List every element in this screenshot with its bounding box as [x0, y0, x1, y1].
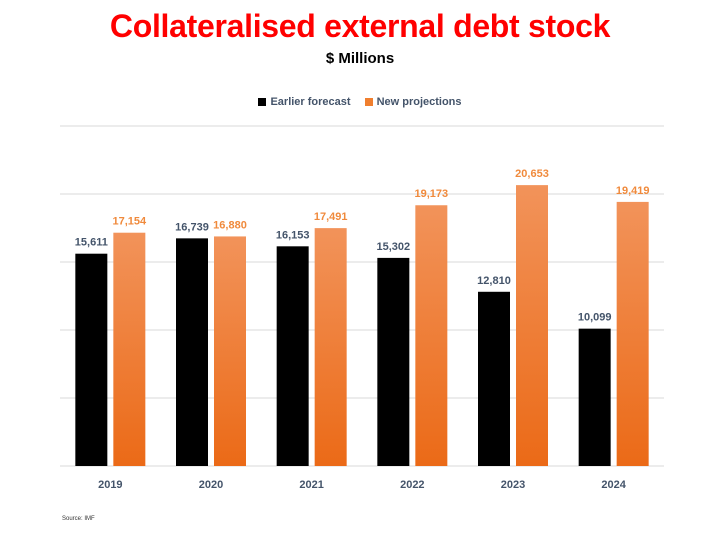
data-label-earlier-2023: 12,810 — [477, 275, 511, 287]
bar-earlier-2019 — [75, 253, 108, 466]
x-tick-label-2020: 2020 — [199, 479, 223, 491]
legend-item-earlier: Earlier forecast — [258, 96, 351, 108]
x-tick-label-2019: 2019 — [98, 479, 122, 491]
x-tick-label-2024: 2024 — [601, 479, 626, 491]
data-label-earlier-2020: 16,739 — [175, 221, 209, 233]
data-label-earlier-2022: 15,302 — [377, 241, 411, 253]
data-label-earlier-2019: 15,611 — [75, 237, 108, 249]
legend-label-new: New projections — [376, 96, 462, 108]
data-label-earlier-2024: 10,099 — [578, 312, 612, 324]
legend-swatch-new — [364, 98, 373, 106]
bar-earlier-2021 — [276, 246, 309, 466]
chart-subtitle: $ Millions — [325, 50, 395, 67]
data-label-new-2020: 16,880 — [213, 219, 247, 231]
bar-new-2022 — [415, 205, 448, 466]
data-labels: 15,611 17,154 16,739 16,880 16,153 17,491 15,3… — [75, 168, 650, 324]
legend-label-earlier: Earlier forecast — [270, 96, 351, 108]
data-label-earlier-2021: 16,153 — [276, 229, 310, 241]
source-note: Source: IMF — [62, 516, 95, 522]
data-label-new-2021: 17,491 — [314, 211, 348, 223]
data-label-new-2019: 17,154 — [113, 216, 148, 228]
bar-new-2023 — [516, 185, 548, 466]
bars — [75, 185, 649, 466]
data-label-new-2022: 19,173 — [415, 188, 449, 200]
bar-new-2024 — [616, 201, 649, 466]
gridlines — [60, 125, 664, 467]
x-axis: 2019 2020 2021 2022 2023 2024 — [98, 479, 627, 491]
bar-earlier-2022 — [377, 257, 410, 466]
bar-new-2021 — [314, 228, 347, 466]
bar-earlier-2024 — [578, 328, 611, 466]
bar-earlier-2020 — [176, 238, 208, 466]
chart-title: Collateralised external debt stock — [109, 8, 611, 44]
legend: Earlier forecast New projections — [0, 96, 720, 108]
x-tick-label-2022: 2022 — [400, 479, 424, 491]
bar-earlier-2023 — [478, 291, 510, 466]
legend-swatch-earlier — [258, 98, 267, 106]
bar-new-2020 — [214, 236, 246, 466]
x-tick-label-2021: 2021 — [299, 479, 323, 491]
data-label-new-2024: 19,419 — [616, 185, 650, 197]
x-tick-label-2023: 2023 — [501, 479, 525, 491]
data-label-new-2023: 20,653 — [515, 168, 549, 180]
legend-item-new: New projections — [364, 96, 462, 108]
bar-new-2019 — [113, 232, 146, 466]
